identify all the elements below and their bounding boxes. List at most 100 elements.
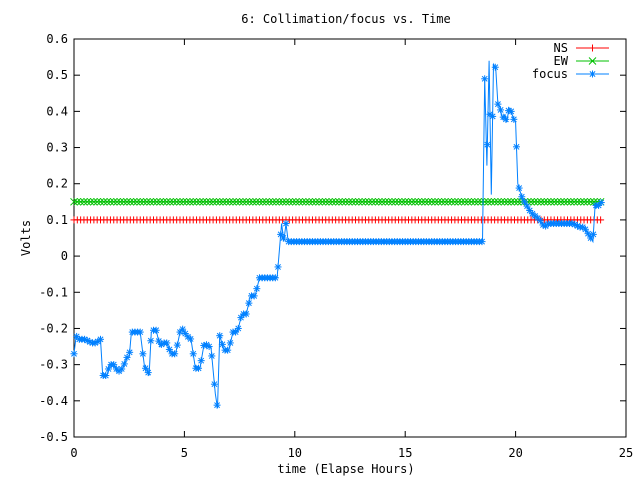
data-point (512, 143, 520, 151)
data-point (354, 197, 363, 206)
data-point (224, 346, 232, 354)
data-point (279, 234, 287, 242)
legend-marker (589, 44, 596, 52)
data-point (441, 197, 449, 206)
data-point (298, 197, 307, 206)
data-point (384, 197, 393, 206)
data-point (308, 197, 317, 206)
data-point (229, 197, 237, 206)
data-point (163, 339, 171, 347)
data-point (102, 371, 110, 379)
x-tick-label: 15 (398, 446, 412, 460)
data-point (274, 263, 282, 271)
data-point (232, 197, 241, 206)
data-point (424, 197, 433, 206)
chart-title: 6: Collimation/focus vs. Time (241, 12, 451, 26)
data-point (398, 197, 406, 206)
data-point (533, 197, 542, 206)
data-point (515, 184, 523, 192)
x-tick-label: 25 (619, 446, 633, 460)
data-point (172, 197, 181, 206)
data-point (494, 100, 502, 108)
data-point (444, 197, 453, 206)
data-point (179, 197, 188, 206)
data-point (235, 197, 244, 206)
data-point (500, 197, 509, 206)
data-point (507, 107, 515, 115)
data-point (494, 197, 502, 206)
data-point (481, 75, 489, 83)
data-point (242, 310, 250, 318)
data-point (278, 197, 287, 206)
data-point (381, 197, 390, 206)
data-point (497, 106, 505, 114)
data-point (202, 197, 211, 206)
data-point (325, 197, 333, 206)
data-point (234, 324, 242, 332)
data-point (335, 197, 343, 206)
data-point (457, 197, 466, 206)
data-point (205, 197, 214, 206)
data-point (537, 197, 545, 206)
data-point (219, 197, 227, 206)
data-point (195, 364, 203, 372)
data-point (255, 197, 264, 206)
data-point (96, 335, 104, 343)
data-point (213, 401, 221, 409)
data-point (490, 197, 499, 206)
data-point (210, 380, 218, 388)
y-axis-label: Volts (19, 220, 33, 256)
data-point (99, 197, 108, 206)
data-point (265, 197, 274, 206)
data-point (484, 197, 492, 206)
data-point (253, 285, 261, 293)
data-point (550, 197, 559, 206)
data-point (318, 197, 327, 206)
data-point (187, 335, 195, 343)
data-point (504, 197, 512, 206)
data-point (144, 369, 152, 377)
data-point (126, 197, 135, 206)
data-point (123, 197, 131, 206)
data-point (272, 197, 280, 206)
data-point (162, 197, 171, 206)
data-point (282, 220, 290, 228)
data-point (378, 197, 386, 206)
y-tick-label: -0.4 (39, 394, 68, 408)
y-tick-label: 0.6 (46, 32, 68, 46)
data-point (305, 197, 314, 206)
data-point (563, 197, 572, 206)
data-point (391, 197, 400, 206)
data-point (182, 197, 191, 206)
data-point (315, 197, 323, 206)
data-point (186, 197, 194, 206)
data-point (566, 197, 575, 206)
data-point (90, 197, 98, 206)
data-point (268, 197, 277, 206)
data-point (156, 197, 164, 206)
y-tick-label: 0 (61, 249, 68, 263)
data-point (216, 332, 224, 340)
legend-label: focus (532, 67, 568, 81)
data-point (510, 197, 519, 206)
data-point (460, 197, 469, 206)
data-point (152, 326, 160, 334)
data-point (173, 341, 181, 349)
data-point (586, 197, 595, 206)
data-point (478, 238, 486, 246)
series-ns (70, 216, 605, 224)
data-point (252, 197, 261, 206)
data-point (364, 197, 373, 206)
data-point (573, 197, 582, 206)
data-point (225, 197, 234, 206)
data-point (70, 350, 78, 358)
data-point (411, 197, 419, 206)
data-point (109, 197, 118, 206)
data-point (407, 197, 416, 206)
data-point (371, 197, 380, 206)
data-point (149, 197, 158, 206)
data-point (126, 348, 134, 356)
data-point (467, 197, 476, 206)
y-tick-label: 0.2 (46, 177, 68, 191)
data-point (518, 193, 526, 201)
